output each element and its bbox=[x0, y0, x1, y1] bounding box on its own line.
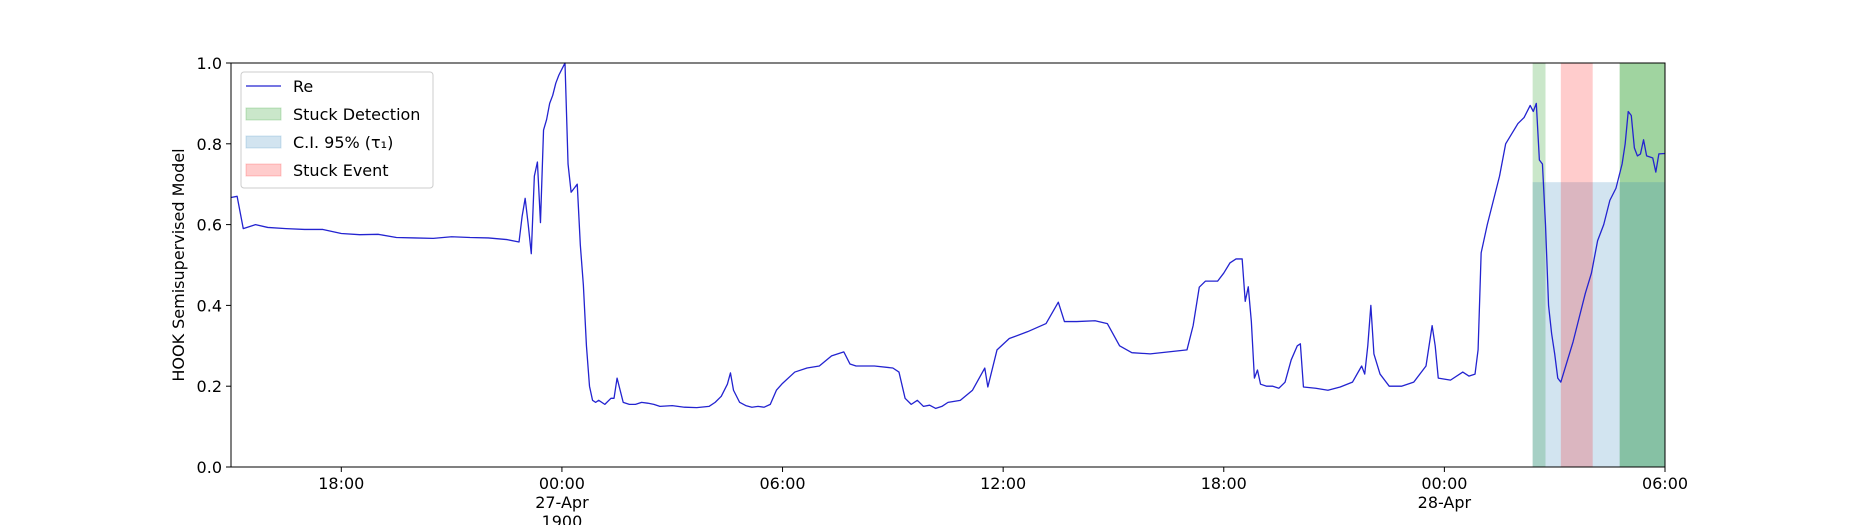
x-tick-label: 12:00 bbox=[980, 474, 1027, 493]
y-tick-label: 0.6 bbox=[197, 216, 222, 235]
x-tick-label: 18:00 bbox=[1200, 474, 1247, 493]
legend-label: Re bbox=[293, 77, 313, 96]
shaded-region bbox=[1560, 63, 1593, 467]
x-tick-label: 00:00 28-Apr bbox=[1417, 474, 1472, 512]
data-line bbox=[230, 62, 1666, 410]
x-tick-label: 06:00 bbox=[759, 474, 806, 493]
legend-swatch bbox=[245, 107, 282, 121]
x-tick-label: 06:00 bbox=[1641, 474, 1689, 493]
y-tick-label: 0.2 bbox=[197, 377, 222, 396]
legend: Re Stuck Detection C.I. 95% (τ₁) Stuck Even… bbox=[240, 71, 434, 189]
plot-frame bbox=[230, 62, 1666, 468]
y-tick-label: 0.4 bbox=[197, 296, 222, 315]
legend-label: C.I. 95% (τ₁) bbox=[293, 133, 393, 152]
y-axis-label: HOOK Semisupervised Model bbox=[169, 148, 188, 381]
y-tick-label: 1.0 bbox=[197, 54, 222, 73]
legend-swatch bbox=[245, 135, 282, 149]
shaded-region bbox=[1619, 63, 1665, 467]
legend-swatch bbox=[245, 163, 282, 177]
legend-box bbox=[240, 71, 434, 189]
legend-label: Stuck Event bbox=[293, 161, 389, 180]
y-tick-label: 0.8 bbox=[197, 135, 222, 154]
legend-label: Stuck Detection bbox=[293, 105, 420, 124]
y-tick-label: 0.0 bbox=[197, 458, 222, 477]
x-tick-label: 00:00 27-Apr 1900 bbox=[535, 474, 589, 525]
x-tick-label: 18:00 bbox=[318, 474, 365, 493]
shaded-region bbox=[1532, 182, 1665, 467]
